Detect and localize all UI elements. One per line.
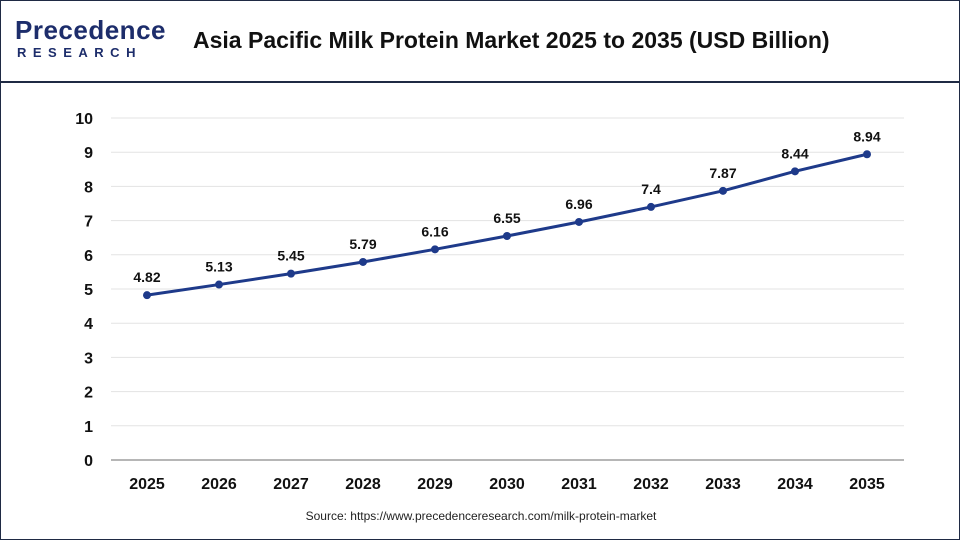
data-label: 5.79 [349, 236, 376, 252]
data-label: 8.94 [853, 128, 880, 144]
data-point [575, 217, 583, 226]
data-label: 7.4 [641, 181, 661, 197]
line-chart: 0 1 2 3 4 5 6 7 8 9 10 2025 2026 2027 2028 2029 2030 2031… [75, 111, 904, 493]
data-point [791, 167, 799, 176]
data-point [143, 291, 151, 300]
x-tick-label: 2034 [777, 476, 813, 493]
source-note: Source: https://www.precedenceresearch.c… [305, 509, 657, 523]
x-tick-label: 2035 [849, 476, 885, 493]
y-tick-label: 4 [84, 316, 93, 333]
data-label: 6.16 [421, 223, 448, 239]
y-tick-label: 8 [84, 179, 93, 196]
data-point [863, 150, 871, 159]
data-point [215, 280, 223, 289]
data-point [359, 257, 367, 266]
y-tick-label: 6 [84, 248, 93, 265]
logo-wordmark: Precedence [15, 15, 166, 45]
y-tick-label: 0 [84, 453, 93, 470]
x-tick-label: 2033 [705, 476, 741, 493]
y-tick-label: 2 [84, 385, 93, 402]
data-label: 5.45 [277, 248, 304, 264]
x-tick-label: 2028 [345, 476, 381, 493]
data-label: 4.82 [133, 269, 160, 285]
y-tick-label: 5 [84, 282, 93, 299]
y-tick-label: 10 [75, 111, 93, 128]
data-label: 6.55 [493, 210, 520, 226]
data-point [503, 231, 511, 240]
data-point [287, 269, 295, 278]
x-tick-label: 2029 [417, 476, 453, 493]
x-tick-label: 2032 [633, 476, 669, 493]
y-tick-label: 9 [84, 145, 93, 162]
x-tick-label: 2030 [489, 476, 525, 493]
data-label: 7.87 [709, 165, 736, 181]
data-point [647, 202, 655, 211]
x-tick-label: 2027 [273, 476, 309, 493]
data-point [719, 186, 727, 195]
x-tick-label: 2026 [201, 476, 237, 493]
chart-title: Asia Pacific Milk Protein Market 2025 to… [193, 27, 830, 53]
data-label: 5.13 [205, 259, 232, 275]
header: Precedence RESEARCH Asia Pacific Milk Pr… [1, 1, 959, 83]
data-label: 8.44 [781, 145, 808, 161]
x-tick-label: 2025 [129, 476, 165, 493]
y-tick-label: 1 [84, 419, 93, 436]
data-point [431, 245, 439, 254]
y-tick-label: 7 [84, 214, 93, 231]
data-label: 6.96 [565, 196, 592, 212]
brand-logo: Precedence RESEARCH [15, 15, 165, 65]
x-tick-label: 2031 [561, 476, 597, 493]
logo-subtitle: RESEARCH [17, 45, 142, 60]
y-tick-label: 3 [84, 350, 93, 367]
